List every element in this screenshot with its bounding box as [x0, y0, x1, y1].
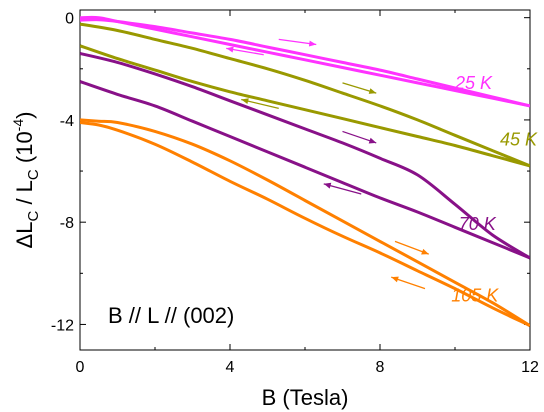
curve-45k-field-up: [80, 22, 530, 168]
curves-layer: [80, 15, 530, 328]
x-tick-label: 0: [76, 359, 85, 376]
y-tick-label: -8: [60, 215, 74, 232]
curve-70k-field-down: [80, 80, 530, 260]
y-axis-title: ΔLC / LC (10-4): [10, 112, 42, 249]
x-tick-label: 8: [376, 359, 385, 376]
sweep-direction-arrow-icon: [278, 38, 317, 47]
series-label: 25 K: [454, 73, 493, 93]
sweep-direction-arrow-icon: [342, 130, 377, 144]
y-tick-label: 0: [65, 11, 74, 28]
series-label: 45 K: [500, 129, 538, 149]
series-label: 105 K: [451, 285, 499, 305]
curve-70k-field-up: [80, 52, 530, 260]
sweep-direction-arrow-icon: [241, 98, 279, 110]
sweep-direction-arrow-icon: [226, 46, 264, 56]
ticks-layer: 0 4 8 12 0 -4 -8 -12: [51, 10, 539, 376]
x-tick-label: 4: [226, 359, 235, 376]
curve-105k-field-up: [80, 118, 530, 327]
sweep-direction-arrow-icon: [391, 276, 426, 290]
x-axis-title: B (Tesla): [262, 385, 349, 410]
labels-layer: 25 K 45 K 70 K 105 K: [451, 73, 538, 305]
arrows-layer: [226, 38, 429, 290]
y-tick-label: -12: [51, 317, 74, 334]
orientation-annotation: B // L // (002): [108, 303, 234, 328]
x-tick-label: 12: [521, 359, 539, 376]
sweep-direction-arrow-icon: [323, 182, 362, 195]
curve-25k-field-down: [80, 18, 530, 108]
y-tick-label: -4: [60, 113, 74, 130]
curve-105k-field-down: [80, 121, 530, 328]
series-label: 70 K: [459, 214, 497, 234]
sweep-direction-arrow-icon: [342, 82, 377, 94]
sweep-direction-arrow-icon: [394, 240, 429, 255]
curve-45k-field-down: [80, 44, 530, 168]
